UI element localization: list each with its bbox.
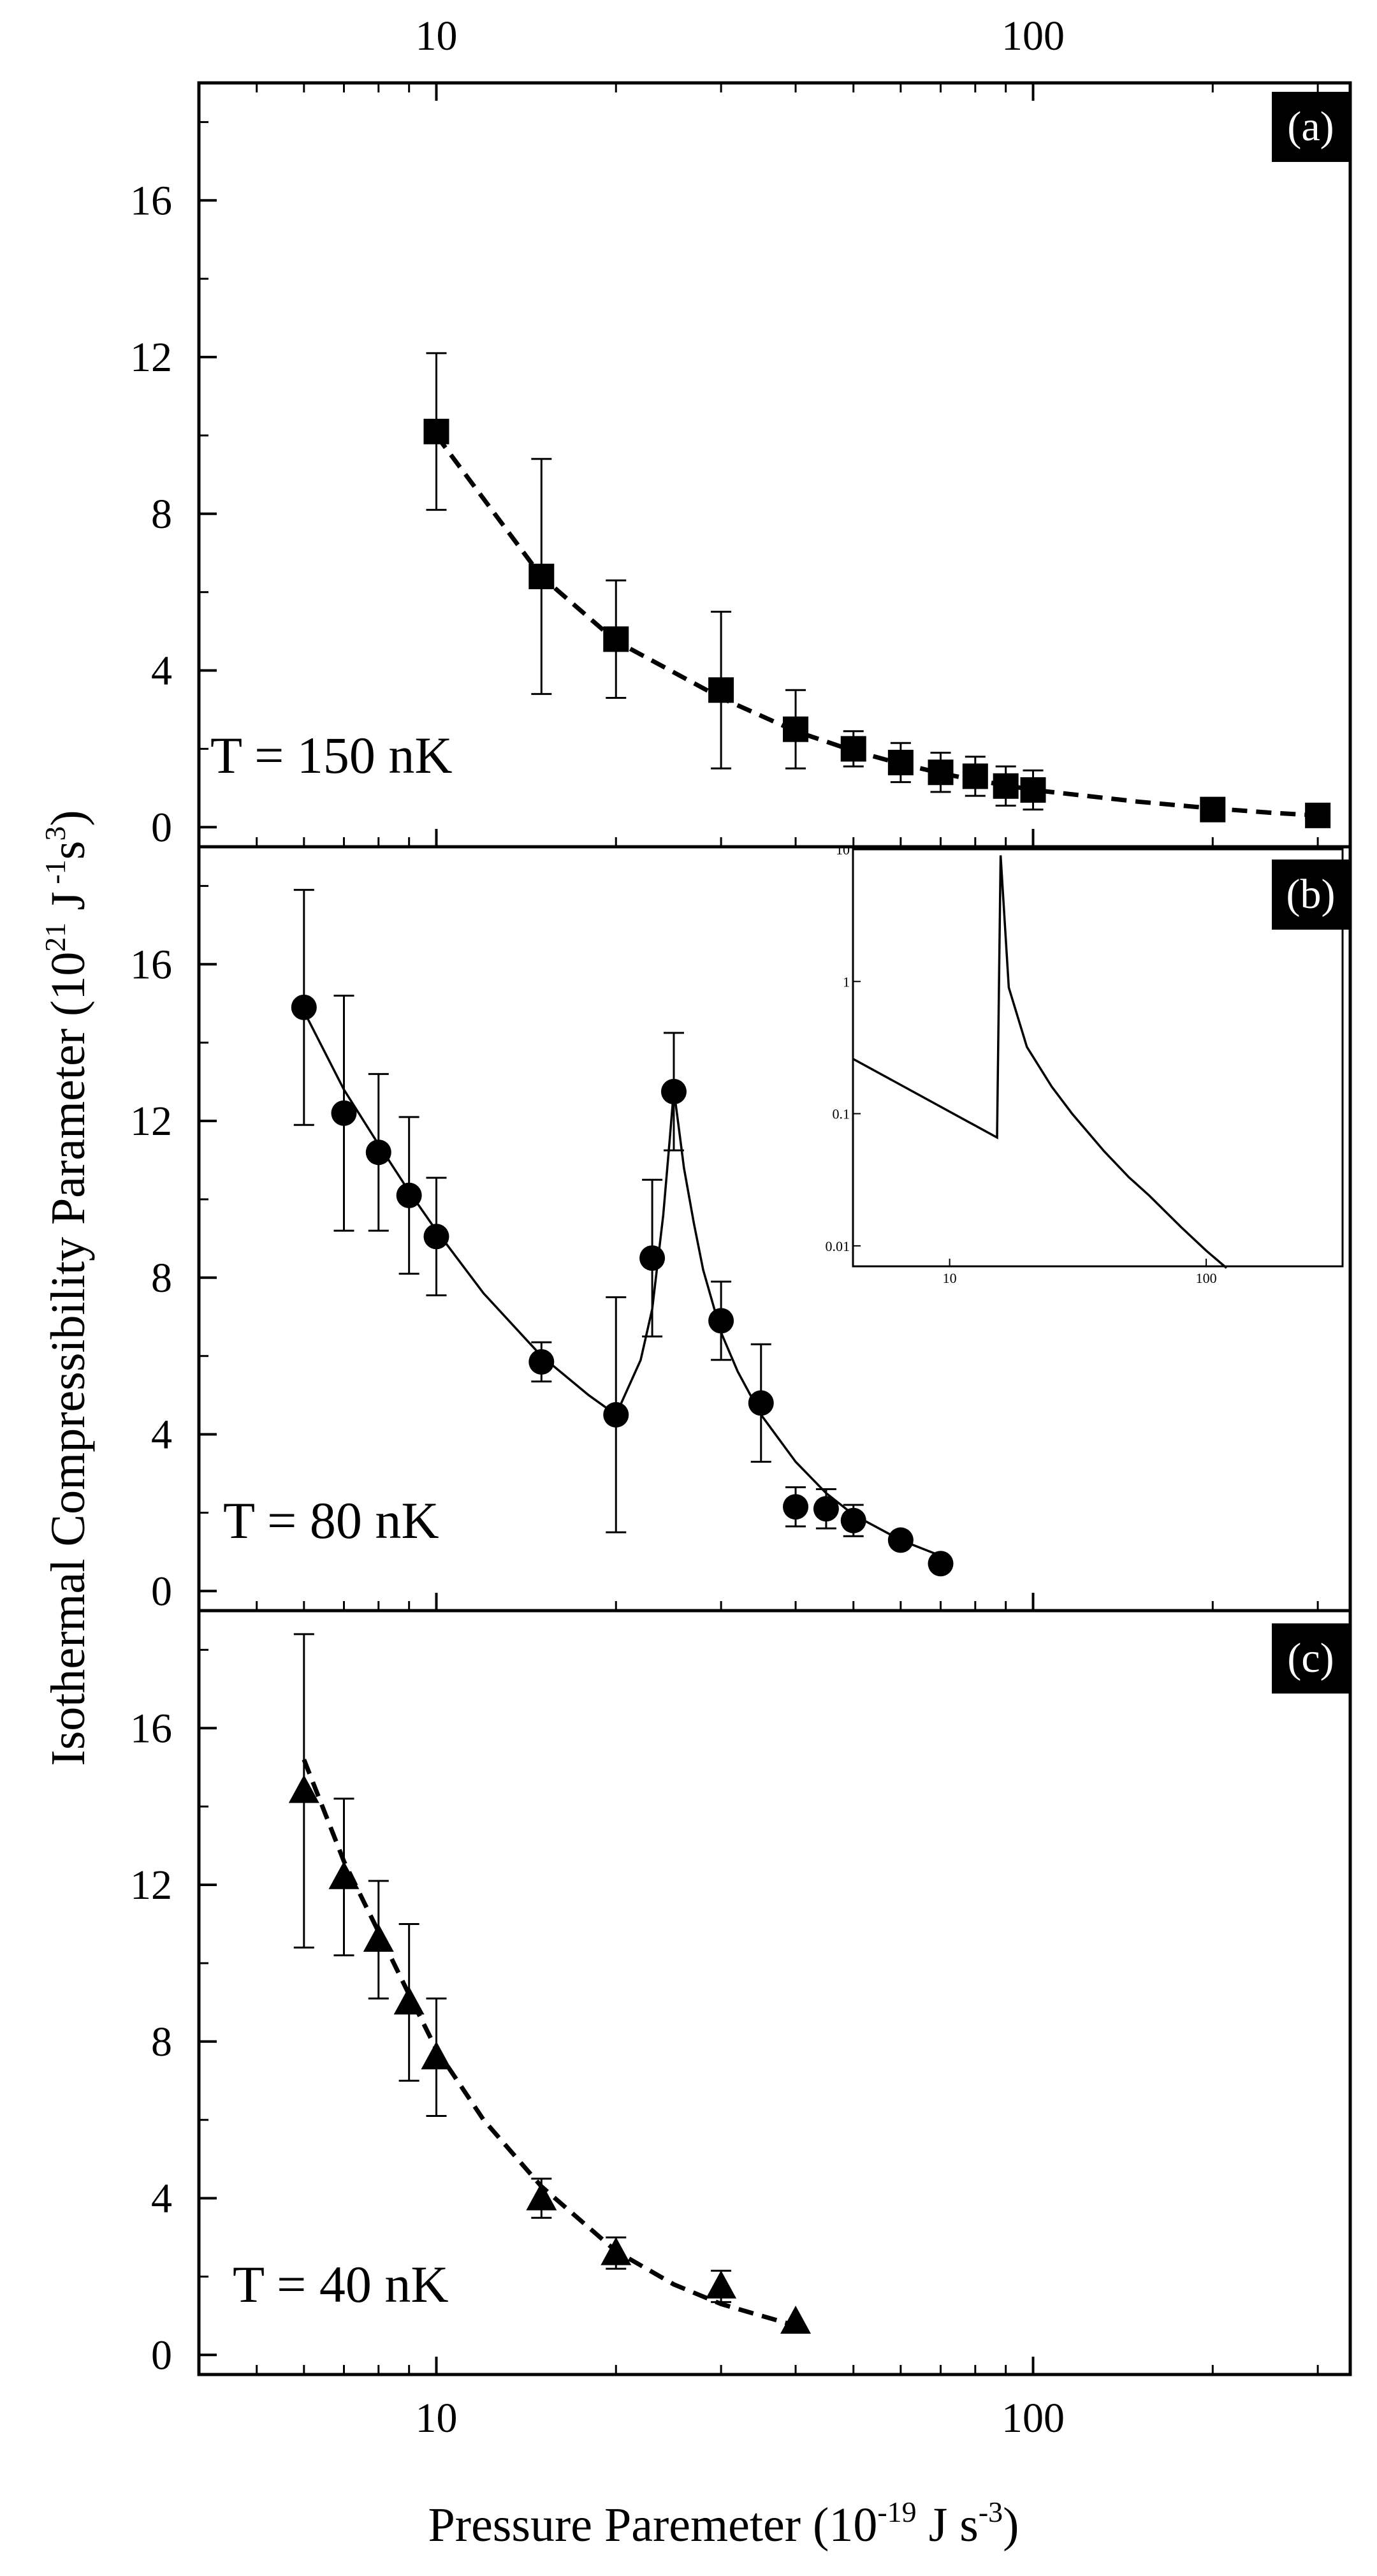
data-point [660,1078,687,1104]
y-tick-label: 12 [130,334,172,381]
data-point [813,1496,839,1522]
inset-curve [852,855,1228,1269]
data-point [288,1775,319,1803]
data-point [783,1494,809,1520]
data-point [887,749,914,775]
panel-tag-bg-c [1272,1623,1350,1694]
data-point [365,1139,391,1166]
data-point [962,763,988,789]
panel-tag-bg-a [1272,92,1350,162]
data-point [840,1507,866,1533]
y-tick-label: 8 [151,2019,172,2065]
y-tick-label: 12 [130,1098,172,1145]
data-point [528,564,555,590]
data-point [780,2306,812,2334]
y-tick-label: 16 [130,941,172,988]
temperature-label-a: T = 150 nK [210,726,453,784]
data-point [601,2237,632,2265]
panel-tag-bg-b [1272,860,1350,930]
data-point [423,1224,449,1250]
data-point [603,626,629,652]
y-tick-label: 16 [130,177,172,224]
y-tick-label: 4 [151,2176,172,2222]
data-point [783,716,809,742]
data-point [328,1861,360,1889]
x-tick-label: 100 [1002,2395,1065,2441]
fit-curve-(b) [303,1011,942,1557]
data-point [363,1924,394,1952]
x-axis-title: Pressure Paremeter (10-19 J s-3) [428,2496,1019,2552]
y-tick-label: 0 [151,2332,172,2378]
data-point [331,1100,357,1126]
data-point [840,736,866,762]
y-tick-label: 8 [151,1255,172,1301]
data-point [706,2270,737,2299]
inset-x-tick-label: 100 [1196,1270,1217,1286]
data-point [393,1986,425,2015]
y-axis-title: Isothermal Compressibility Parameter (10… [39,810,95,1766]
data-point [1305,802,1331,828]
x-tick-label: 10 [415,2395,457,2441]
fit-curve-(c) [302,1759,796,2328]
data-point [928,1551,954,1577]
inset-y-tick-label: 0.1 [833,1106,850,1122]
inset-x-tick-label: 10 [943,1270,957,1286]
data-point [528,1349,555,1375]
data-point [639,1245,666,1271]
y-tick-label: 12 [130,1862,172,1908]
data-point [928,759,954,786]
data-point [708,1308,734,1334]
panel-tag-b: (b) [1286,871,1336,918]
inset-y-tick-label: 1 [843,974,850,990]
y-tick-label: 0 [151,1568,172,1614]
y-tick-label: 4 [151,1412,172,1458]
data-point [708,677,734,703]
data-point [603,1401,629,1428]
data-point [396,1182,422,1208]
x-top-tick-label: 10 [415,13,457,59]
data-point [748,1390,774,1416]
temperature-label-c: T = 40 nK [233,2255,449,2313]
data-point [291,994,317,1020]
x-top-tick-label: 100 [1002,13,1065,59]
data-point [1020,777,1046,803]
data-point [423,418,449,444]
data-point [1200,796,1226,823]
data-point [526,2182,557,2211]
y-tick-label: 16 [130,1705,172,1752]
data-point [993,773,1019,799]
data-point [887,1527,914,1553]
y-tick-label: 0 [151,804,172,851]
fit-curve-(a) [434,434,1318,818]
panel-frame-2 [197,1609,1352,2376]
y-tick-label: 4 [151,648,172,694]
panel-tag-c: (c) [1287,1635,1334,1681]
inset-frame [852,848,1344,1268]
chart-marks: 0 4 8 12 16 10 100 0 4 8 12 16 0 4 8 12 16 10 100 10 100 0.01… [130,13,1352,2441]
data-point [421,2041,452,2070]
temperature-label-b: T = 80 nK [223,1491,439,1549]
inset-y-tick-label: 10 [836,842,850,858]
inset-y-tick-label: 0.01 [826,1238,850,1254]
y-tick-label: 8 [151,491,172,538]
panel-tag-a: (a) [1287,103,1334,150]
